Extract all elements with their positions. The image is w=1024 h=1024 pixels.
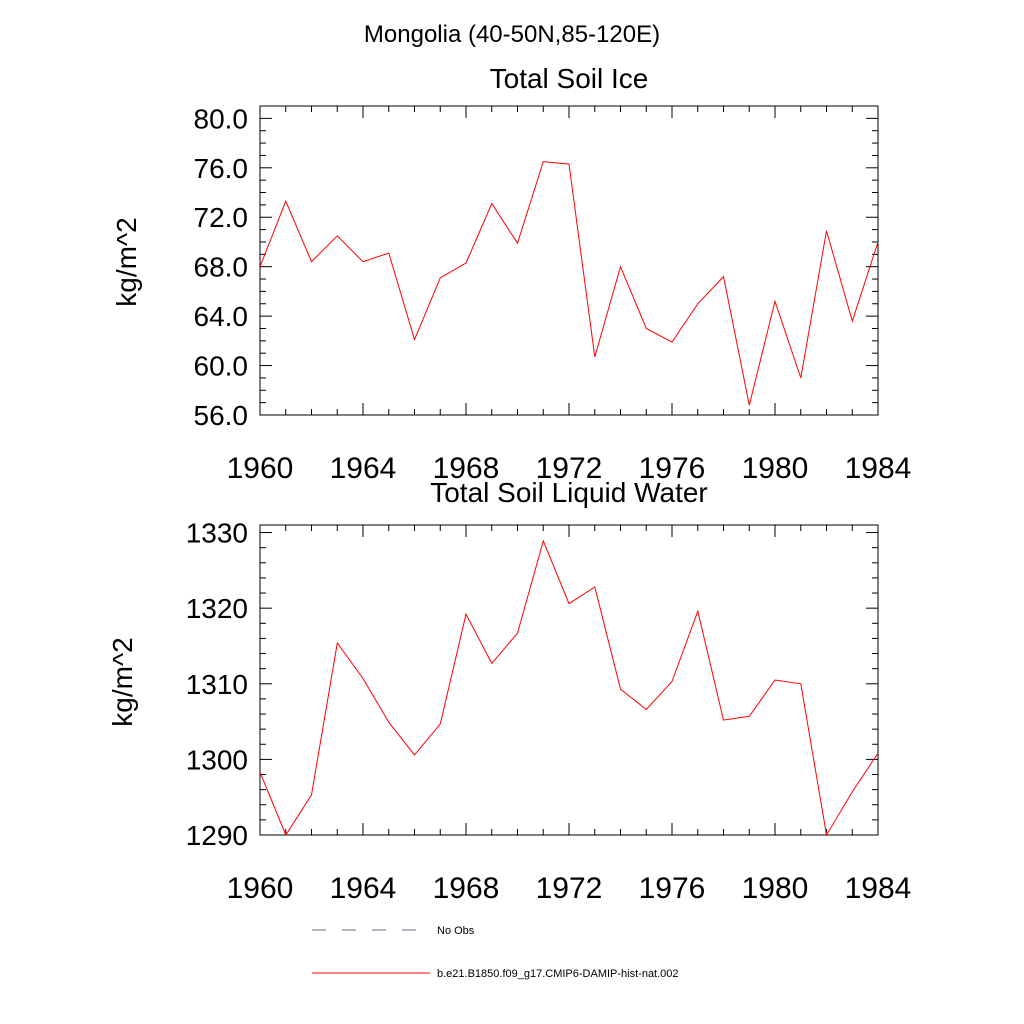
y-tick-label: 1330: [186, 518, 248, 549]
y-tick-label: 56.0: [194, 400, 249, 431]
x-tick-label: 1976: [639, 452, 706, 485]
x-tick-label: 1984: [845, 872, 912, 905]
x-tick-label: 1980: [742, 452, 809, 485]
soil-ice-ylabel: kg/m^2: [111, 217, 142, 306]
plot-frame: [259, 524, 879, 836]
series-line: [259, 161, 879, 406]
y-tick-label: 60.0: [194, 351, 249, 382]
soil-liquid-water-panel: Total Soil Liquid Water kg/m^2 1960 1964 1…: [107, 477, 911, 905]
y-tick-label: 80.0: [194, 103, 249, 134]
figure-title: Mongolia (40-50N,85-120E): [364, 21, 660, 48]
x-tick-label: 1972: [536, 452, 603, 485]
plot-frame: [259, 105, 879, 416]
soil-ice-title: Total Soil Ice: [490, 63, 649, 94]
soil-ice-panel: Total Soil Ice kg/m^2 1960 1964 1968 1972 19…: [111, 63, 911, 485]
y-tick-label: 1310: [186, 669, 248, 700]
y-tick-label: 64.0: [194, 301, 249, 332]
y-tick-label: 1300: [186, 744, 248, 775]
soil-liquid-water-title: Total Soil Liquid Water: [430, 477, 708, 508]
y-tick-label: 1320: [186, 593, 248, 624]
legend-model-label: b.e21.B1850.f09_g17.CMIP6-DAMIP-hist-nat…: [437, 968, 679, 980]
x-tick-label: 1964: [330, 452, 397, 485]
y-tick-label: 68.0: [194, 252, 249, 283]
x-tick-label: 1964: [330, 872, 397, 905]
y-tick-label: 1290: [186, 820, 248, 851]
x-tick-label: 1960: [227, 872, 294, 905]
legend-no-obs-label: No Obs: [437, 925, 475, 937]
series-line: [259, 539, 879, 837]
x-tick-label: 1972: [536, 872, 603, 905]
legend: No Obs b.e21.B1850.f09_g17.CMIP6-DAMIP-h…: [312, 925, 679, 980]
soil-liquid-water-ylabel: kg/m^2: [107, 637, 138, 726]
y-tick-label: 72.0: [194, 202, 249, 233]
x-tick-label: 1980: [742, 872, 809, 905]
x-tick-label: 1960: [227, 452, 294, 485]
x-tick-label: 1984: [845, 452, 912, 485]
x-tick-label: 1968: [433, 872, 500, 905]
x-tick-label: 1968: [433, 452, 500, 485]
x-tick-label: 1976: [639, 872, 706, 905]
y-tick-label: 76.0: [194, 153, 249, 184]
